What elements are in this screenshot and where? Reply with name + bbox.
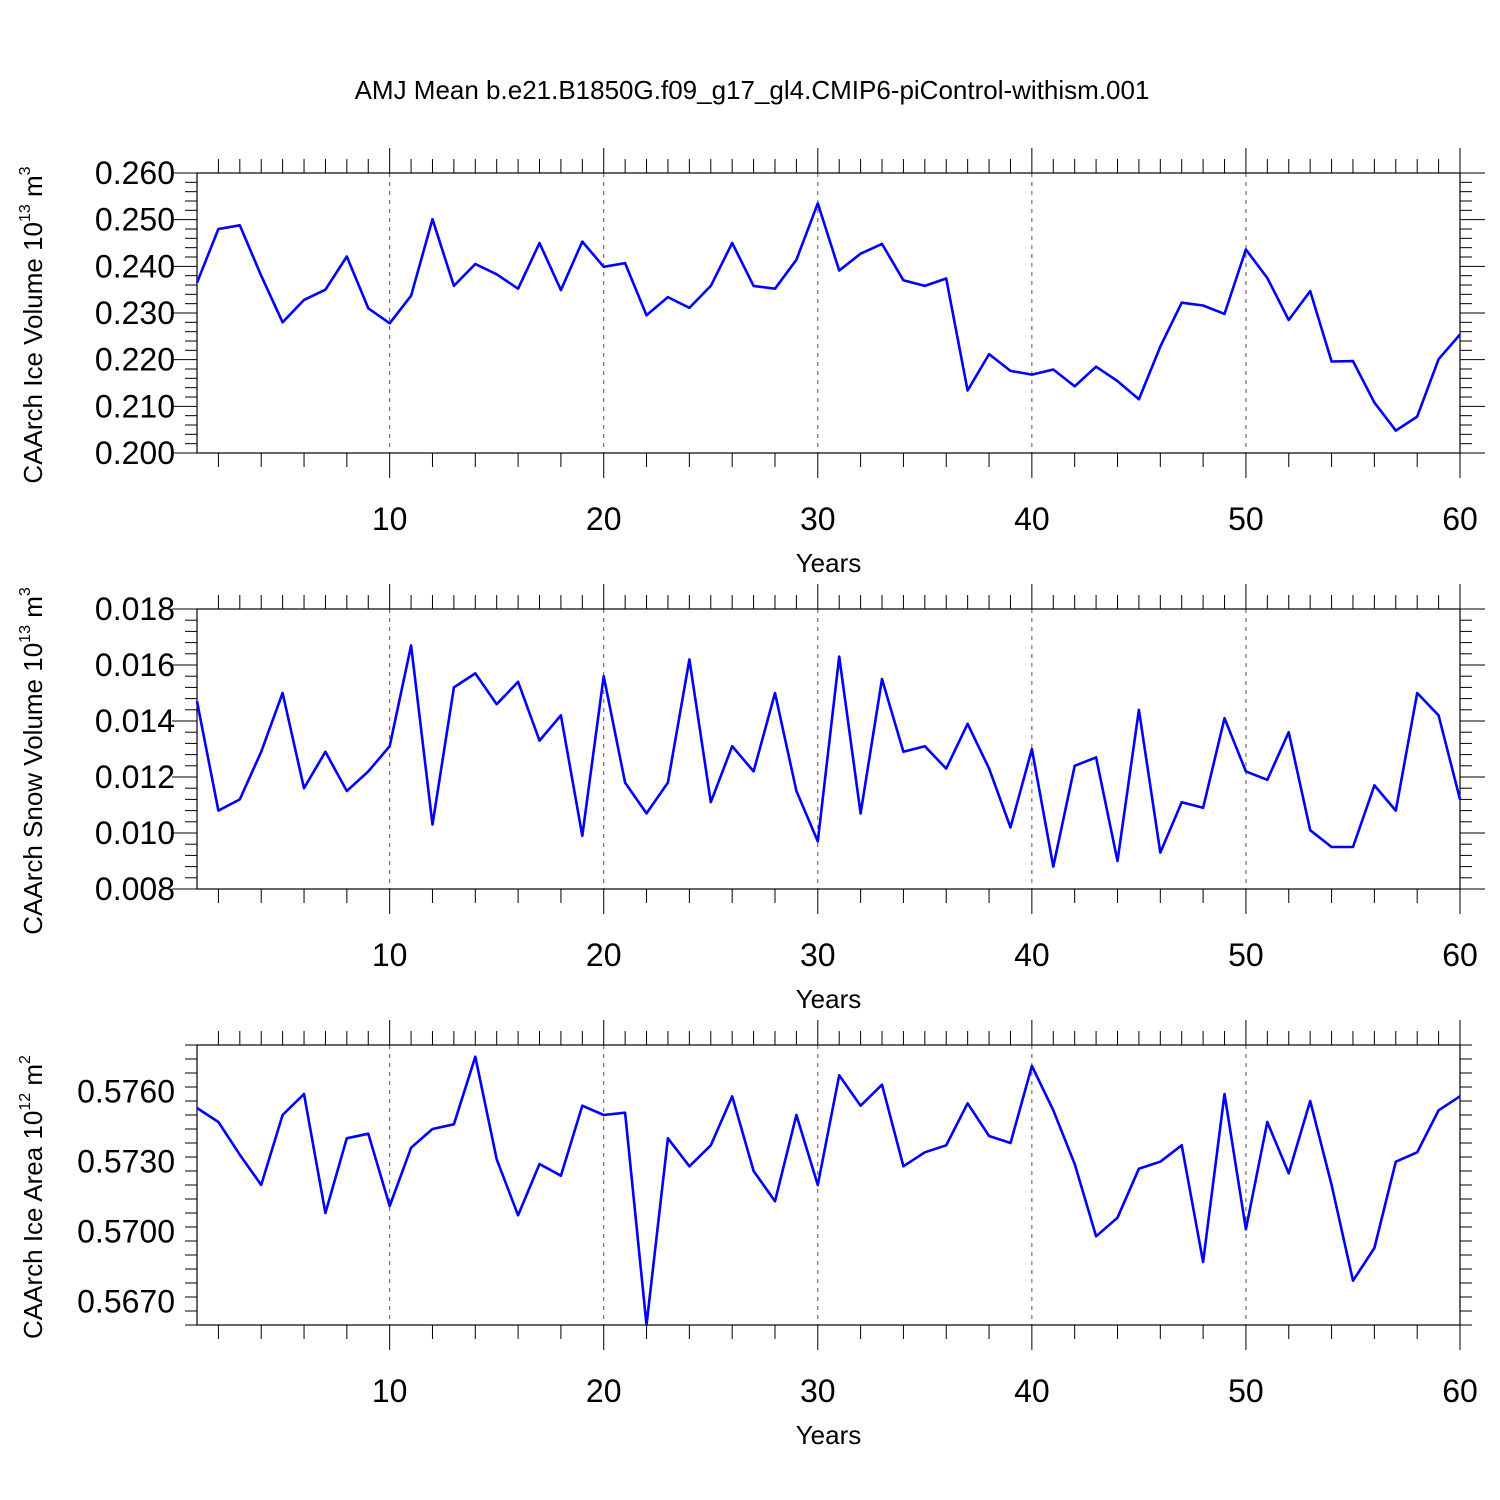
x-axis-label: Years xyxy=(796,1420,862,1450)
x-tick-label: 60 xyxy=(1442,937,1478,973)
y-tick-label: 0.014 xyxy=(95,703,175,739)
y-tick-label: 0.260 xyxy=(95,155,175,191)
y-tick-label: 0.5760 xyxy=(77,1074,175,1110)
y-tick-label: 0.016 xyxy=(95,647,175,683)
y-tick-label: 0.210 xyxy=(95,388,175,424)
panel-1: 10 20 30 40 50 60 0.200 0.210 0.220 0.230 0.240 0.2… xyxy=(17,148,1485,578)
y-axis-label: CAArch Snow Volume 1013 m3 xyxy=(17,587,48,935)
y-tick-label: 0.012 xyxy=(95,759,175,795)
x-tick-label: 30 xyxy=(800,937,836,973)
series-line xyxy=(195,644,1462,868)
x-tick-label: 20 xyxy=(586,1373,622,1409)
panel-2: 10 20 30 40 50 60 0.008 0.010 0.012 0.014 0.016 0.0… xyxy=(17,584,1485,1014)
y-tick-label: 0.5670 xyxy=(77,1284,175,1320)
x-axis-label: Years xyxy=(796,548,862,578)
x-tick-label: 40 xyxy=(1014,501,1050,537)
y-tick-label: 0.230 xyxy=(95,295,175,331)
x-tick-label: 40 xyxy=(1014,1373,1050,1409)
y-tick-label: 0.010 xyxy=(95,815,175,851)
x-tick-label: 60 xyxy=(1442,1373,1478,1409)
y-tick-label: 0.250 xyxy=(95,202,175,238)
chart-title: AMJ Mean b.e21.B1850G.f09_g17_gl4.CMIP6-… xyxy=(355,75,1150,105)
plot-frame xyxy=(196,1044,1461,1326)
y-tick-label: 0.240 xyxy=(95,248,175,284)
panel-3: 10 20 30 40 50 60 0.5670 0.5700 0.5730 0.5760 Year… xyxy=(17,1020,1478,1450)
x-tick-label: 30 xyxy=(800,1373,836,1409)
plot-frame xyxy=(196,608,1461,890)
x-tick-label: 10 xyxy=(372,937,408,973)
x-axis-label: Years xyxy=(796,984,862,1014)
panels: 10 20 30 40 50 60 0.200 0.210 0.220 0.230 0.240 0.2… xyxy=(17,148,1485,1450)
y-tick-label: 0.008 xyxy=(95,871,175,907)
x-tick-label: 50 xyxy=(1228,501,1264,537)
y-axis-label: CAArch Ice Area 1012 m2 xyxy=(17,1055,48,1339)
x-tick-label: 40 xyxy=(1014,937,1050,973)
series-line xyxy=(196,1055,1461,1327)
y-axis-label: CAArch Ice Volume 1013 m3 xyxy=(17,166,48,483)
x-tick-label: 20 xyxy=(586,937,622,973)
series-line xyxy=(195,202,1461,432)
x-tick-label: 10 xyxy=(372,1373,408,1409)
y-tick-label: 0.5700 xyxy=(77,1214,175,1250)
y-tick-label: 0.5730 xyxy=(77,1144,175,1180)
plot-frame xyxy=(196,172,1461,454)
x-tick-label: 50 xyxy=(1228,1373,1264,1409)
x-tick-label: 30 xyxy=(800,501,836,537)
x-tick-label: 20 xyxy=(586,501,622,537)
x-tick-label: 60 xyxy=(1442,501,1478,537)
y-tick-label: 0.200 xyxy=(95,435,175,471)
x-tick-label: 50 xyxy=(1228,937,1264,973)
x-tick-label: 10 xyxy=(372,501,408,537)
y-tick-label: 0.018 xyxy=(95,591,175,627)
y-tick-label: 0.220 xyxy=(95,342,175,378)
